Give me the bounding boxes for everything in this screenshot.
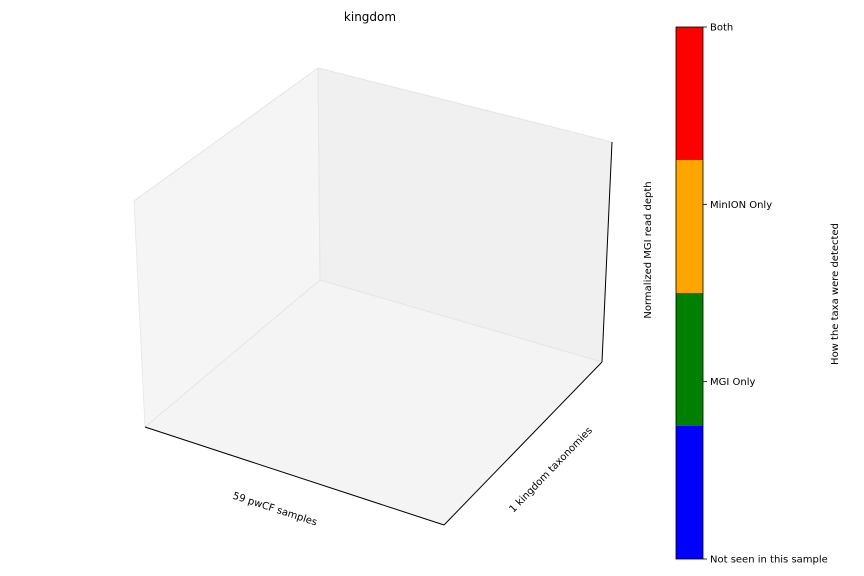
y-axis-line bbox=[443, 361, 603, 526]
colorbar: Not seen in this sample MGI Only MinION On… bbox=[675, 23, 828, 566]
pane-edge-floor-left bbox=[144, 279, 321, 428]
x-axis-line bbox=[144, 426, 445, 526]
colorbar-tick-label: Not seen in this sample bbox=[710, 555, 828, 566]
colorbar-outline bbox=[675, 26, 704, 560]
x-axis-label: 59 pwCF samples bbox=[231, 491, 318, 529]
colorbar-tick-label: MGI Only bbox=[710, 377, 755, 388]
z-axis-label: Normalized MGI read depth bbox=[643, 181, 654, 318]
chart-title: kingdom bbox=[344, 10, 396, 24]
axes bbox=[144, 141, 613, 526]
pane-edge-vertical bbox=[317, 67, 321, 281]
colorbar-segment bbox=[676, 293, 703, 426]
colorbar-tick-label: Both bbox=[710, 23, 733, 34]
colorbar-segment bbox=[676, 160, 703, 293]
colorbar-tick-label: MinION Only bbox=[710, 200, 772, 211]
colorbar-segment bbox=[676, 426, 703, 559]
pane-edge-floor-right bbox=[319, 279, 603, 363]
z-axis-line bbox=[601, 141, 613, 363]
colorbar-segment bbox=[676, 27, 703, 160]
plot-3d-box bbox=[133, 67, 613, 526]
colorbar-label: How the taxa were detected bbox=[830, 223, 841, 365]
